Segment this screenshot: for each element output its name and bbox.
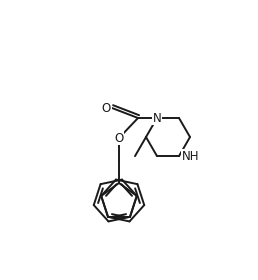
Text: O: O [114, 132, 124, 144]
Text: O: O [102, 102, 111, 115]
Text: NH: NH [182, 150, 199, 163]
Text: N: N [153, 111, 161, 125]
